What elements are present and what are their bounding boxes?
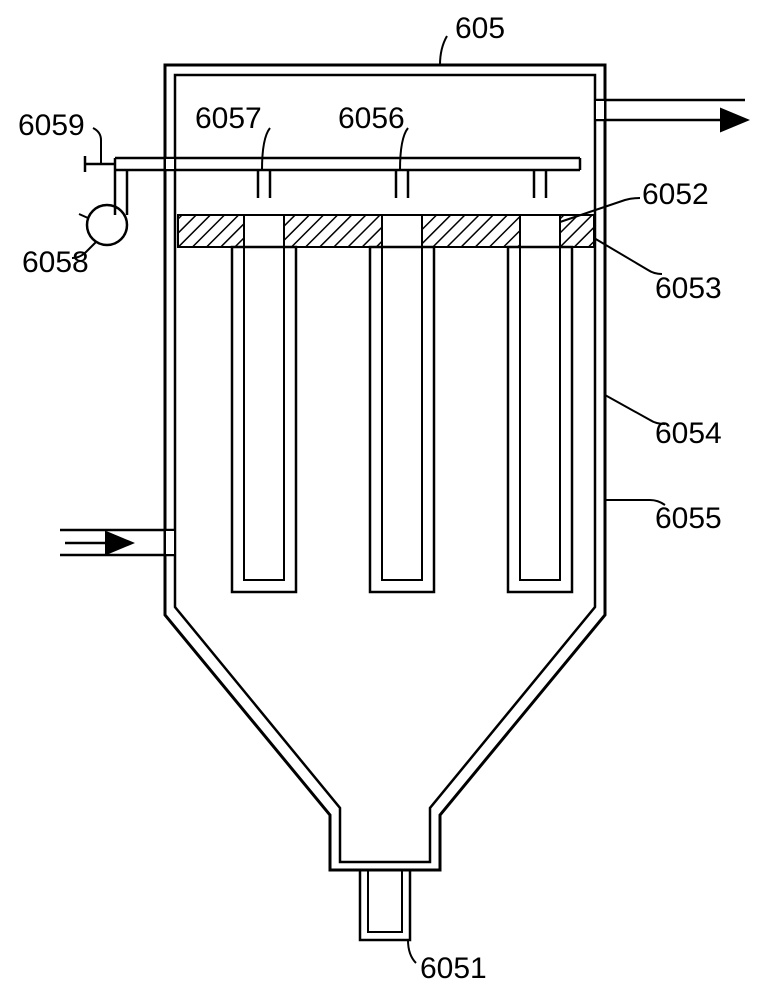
bottom-outlet — [360, 870, 410, 940]
top-outlet — [595, 100, 745, 120]
label-6056: 6056 — [338, 102, 405, 135]
label-6058: 6058 — [22, 246, 89, 279]
label-6057: 6057 — [195, 102, 262, 135]
label-6051: 6051 — [420, 952, 487, 985]
blowback-pipe — [115, 158, 580, 215]
leaders — [72, 36, 665, 963]
label-6054: 6054 — [655, 417, 722, 450]
nozzles — [258, 170, 546, 198]
blower-circle — [79, 205, 127, 245]
left-inlet — [60, 530, 175, 555]
filter-bags — [232, 247, 572, 592]
diagram-canvas: 605 6057 6056 6059 6058 6052 6053 6054 6… — [0, 0, 775, 1000]
label-6053: 6053 — [655, 272, 722, 305]
tube-sheet — [178, 215, 594, 247]
label-6055: 6055 — [655, 502, 722, 535]
label-605: 605 — [455, 12, 505, 45]
label-6052: 6052 — [642, 178, 709, 211]
label-6059: 6059 — [18, 109, 85, 142]
